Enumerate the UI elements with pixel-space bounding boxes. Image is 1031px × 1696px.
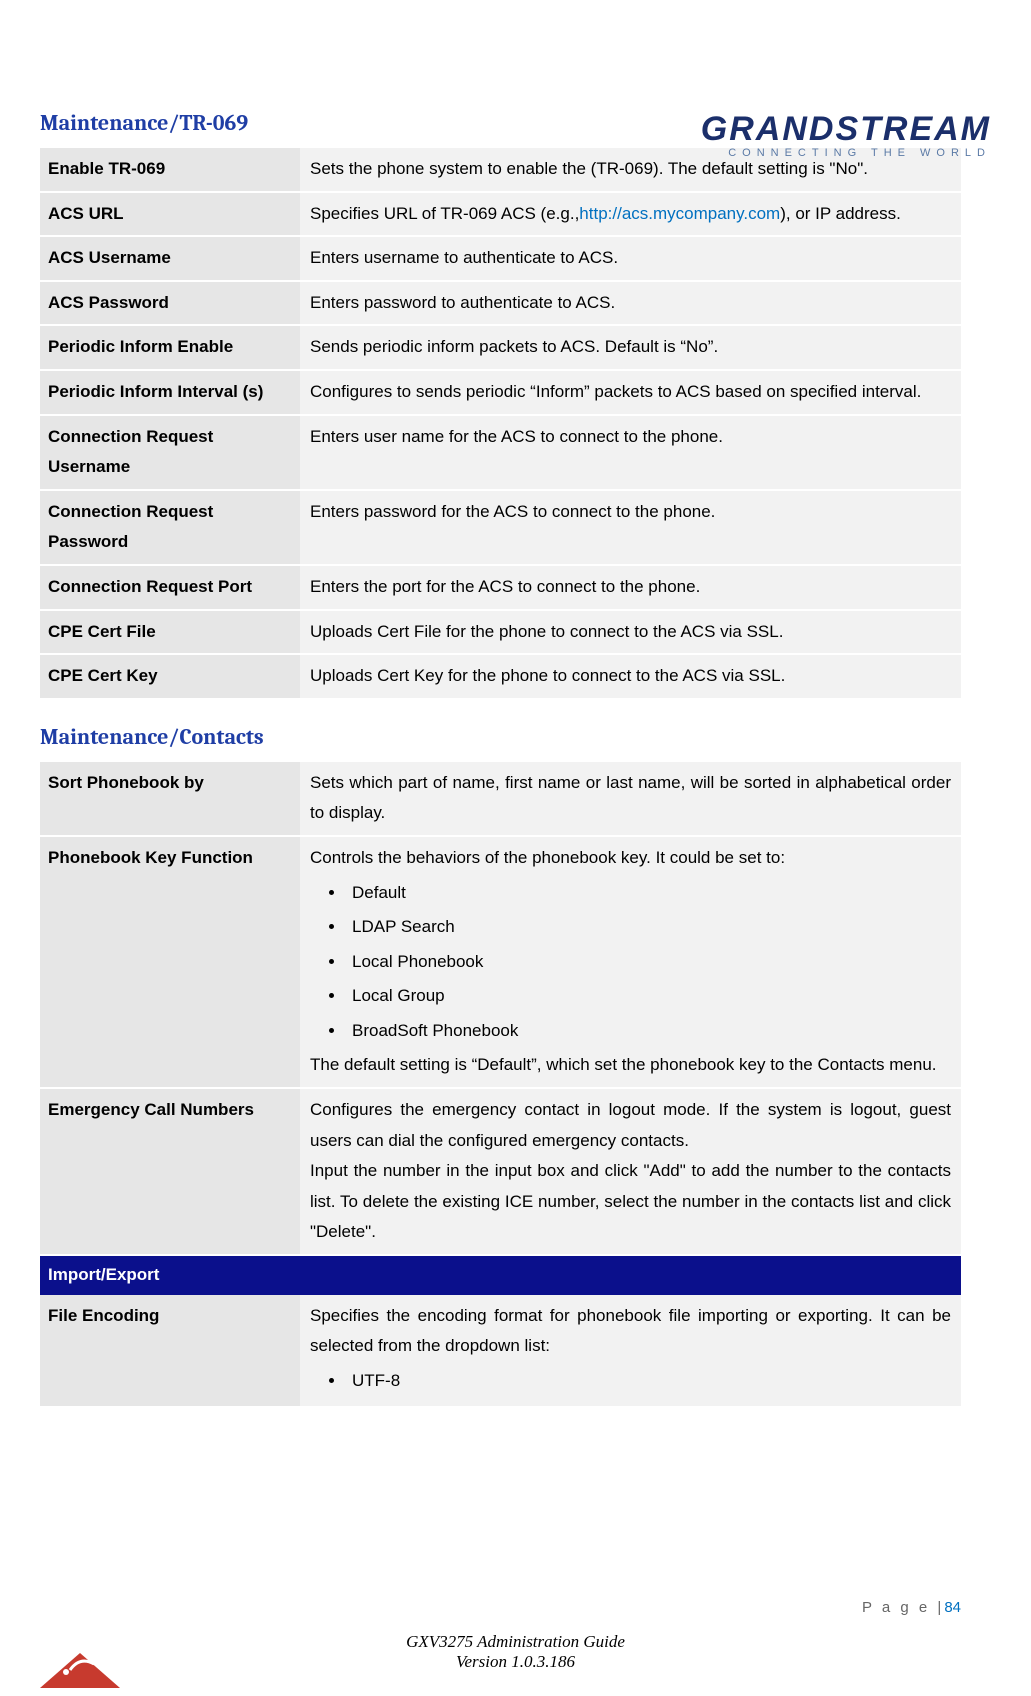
option-list: Default LDAP Search Local Phonebook Loca… — [310, 878, 951, 1047]
param-desc: Enters password for the ACS to connect t… — [300, 490, 961, 565]
param-label: Periodic Inform Interval (s) — [40, 370, 300, 415]
param-desc: Sets which part of name, first name or l… — [300, 762, 961, 836]
footer: GXV3275 Administration Guide Version 1.0… — [0, 1632, 1031, 1672]
param-desc: Specifies the encoding format for phoneb… — [300, 1295, 961, 1408]
param-desc: Enters the port for the ACS to connect t… — [300, 565, 961, 610]
param-label: File Encoding — [40, 1295, 300, 1408]
list-item: UTF-8 — [346, 1366, 951, 1397]
param-desc: Enters user name for the ACS to connect … — [300, 415, 961, 490]
option-list: UTF-8 — [310, 1366, 951, 1397]
table-row: ACS Password Enters password to authenti… — [40, 281, 961, 326]
param-desc: Controls the behaviors of the phonebook … — [300, 836, 961, 1088]
section-title-contacts: Maintenance/Contacts — [40, 724, 961, 750]
list-item: Local Phonebook — [346, 947, 951, 978]
desc-text: Input the number in the input box and cl… — [310, 1156, 951, 1248]
logo-tagline: CONNECTING THE WORLD — [701, 147, 991, 159]
table-row: Connection Request Password Enters passw… — [40, 490, 961, 565]
footer-title: GXV3275 Administration Guide — [0, 1632, 1031, 1652]
table-row: Periodic Inform Enable Sends periodic in… — [40, 325, 961, 370]
table-row: Phonebook Key Function Controls the beha… — [40, 836, 961, 1088]
table-row: File Encoding Specifies the encoding for… — [40, 1295, 961, 1408]
param-label: Enable TR-069 — [40, 148, 300, 192]
page-number: P a g e |84 — [862, 1599, 961, 1616]
list-item: Default — [346, 878, 951, 909]
param-label: ACS Username — [40, 236, 300, 281]
desc-text: The default setting is “Default”, which … — [310, 1050, 951, 1081]
list-item: LDAP Search — [346, 912, 951, 943]
param-desc: Configures the emergency contact in logo… — [300, 1088, 961, 1255]
table-row: Emergency Call Numbers Configures the em… — [40, 1088, 961, 1255]
contacts-table: Sort Phonebook by Sets which part of nam… — [40, 762, 961, 1409]
page-num-value: 84 — [944, 1599, 961, 1616]
param-label: Periodic Inform Enable — [40, 325, 300, 370]
param-desc: Uploads Cert File for the phone to conne… — [300, 610, 961, 655]
acs-url-link[interactable]: http://acs.mycompany.com — [579, 204, 780, 223]
param-desc: Specifies URL of TR-069 ACS (e.g.,http:/… — [300, 192, 961, 237]
table-row: Sort Phonebook by Sets which part of nam… — [40, 762, 961, 836]
brand-logo: GRANDSTREAM CONNECTING THE WORLD — [701, 110, 991, 159]
document-page: GRANDSTREAM CONNECTING THE WORLD Mainten… — [0, 110, 1031, 1696]
list-item: Local Group — [346, 981, 951, 1012]
page-label: P a g e | — [862, 1599, 944, 1616]
table-row: Periodic Inform Interval (s) Configures … — [40, 370, 961, 415]
table-row: ACS URL Specifies URL of TR-069 ACS (e.g… — [40, 192, 961, 237]
table-row: Connection Request Username Enters user … — [40, 415, 961, 490]
desc-text: Controls the behaviors of the phonebook … — [310, 843, 951, 874]
desc-text: Specifies URL of TR-069 ACS (e.g., — [310, 204, 579, 223]
table-row: Connection Request Port Enters the port … — [40, 565, 961, 610]
param-label: Connection Request Port — [40, 565, 300, 610]
table-row: ACS Username Enters username to authenti… — [40, 236, 961, 281]
param-label: ACS Password — [40, 281, 300, 326]
section-bar-import-export: Import/Export — [40, 1255, 961, 1295]
param-desc: Enters username to authenticate to ACS. — [300, 236, 961, 281]
desc-text: Specifies the encoding format for phoneb… — [310, 1301, 951, 1362]
param-label: Sort Phonebook by — [40, 762, 300, 836]
desc-text: ), or IP address. — [780, 204, 901, 223]
list-item: BroadSoft Phonebook — [346, 1016, 951, 1047]
corner-logo-icon — [40, 1638, 120, 1688]
param-label: ACS URL — [40, 192, 300, 237]
param-label: Connection Request Username — [40, 415, 300, 490]
desc-text: Configures the emergency contact in logo… — [310, 1095, 951, 1156]
table-row: CPE Cert File Uploads Cert File for the … — [40, 610, 961, 655]
tr069-table: Enable TR-069 Sets the phone system to e… — [40, 148, 961, 700]
section-bar-label: Import/Export — [40, 1255, 961, 1295]
param-desc: Uploads Cert Key for the phone to connec… — [300, 654, 961, 699]
param-desc: Configures to sends periodic “Inform” pa… — [300, 370, 961, 415]
param-label: CPE Cert Key — [40, 654, 300, 699]
param-desc: Sends periodic inform packets to ACS. De… — [300, 325, 961, 370]
param-label: CPE Cert File — [40, 610, 300, 655]
param-label: Phonebook Key Function — [40, 836, 300, 1088]
table-row: CPE Cert Key Uploads Cert Key for the ph… — [40, 654, 961, 699]
param-label: Emergency Call Numbers — [40, 1088, 300, 1255]
param-desc: Enters password to authenticate to ACS. — [300, 281, 961, 326]
footer-version: Version 1.0.3.186 — [0, 1652, 1031, 1672]
param-label: Connection Request Password — [40, 490, 300, 565]
logo-text: GRANDSTREAM — [701, 110, 991, 149]
